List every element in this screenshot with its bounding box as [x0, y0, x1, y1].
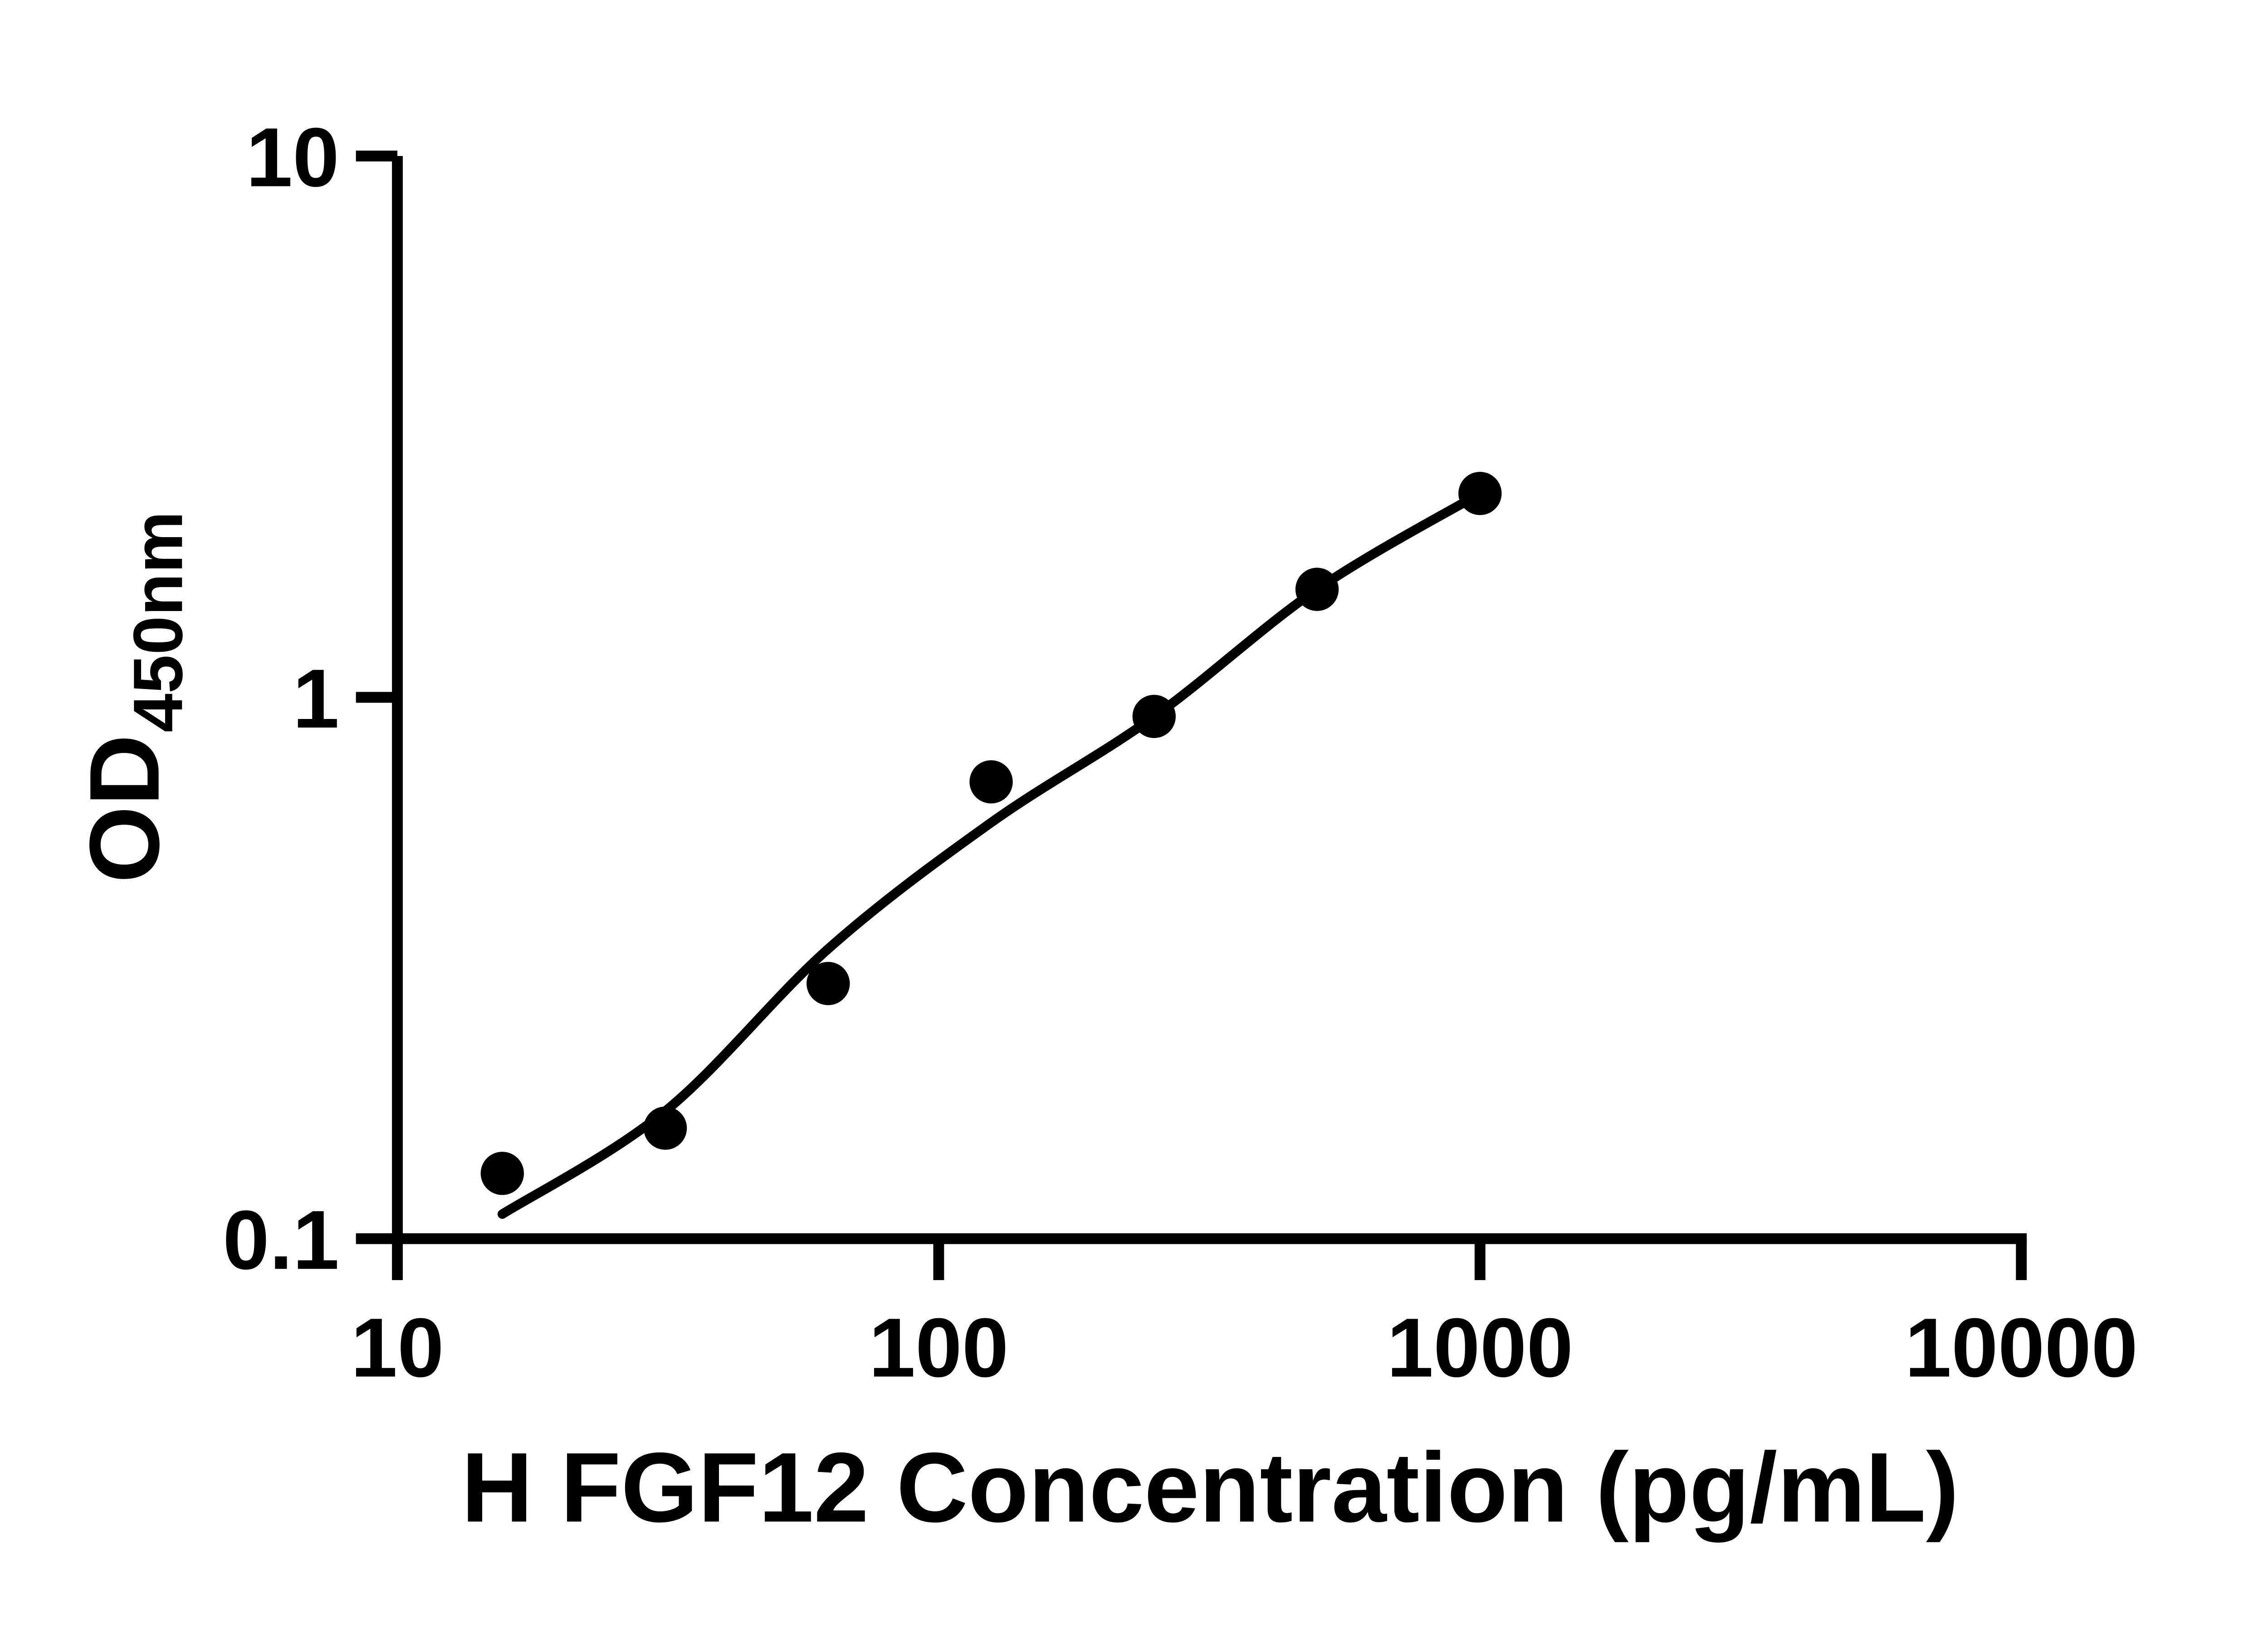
- data-points: [480, 472, 1502, 1195]
- data-point: [480, 1152, 524, 1195]
- x-axis-tick-labels: 10 100 1000 10000: [351, 1301, 2138, 1395]
- x-tick-label: 10: [351, 1301, 444, 1395]
- y-axis: 10 1 0.1: [223, 111, 403, 1287]
- x-tick-label: 100: [869, 1301, 1008, 1395]
- y-axis-tick-labels: 10 1 0.1: [223, 111, 339, 1287]
- y-axis-title-main: OD: [69, 734, 180, 883]
- y-tick-label: 0.1: [223, 1193, 339, 1287]
- data-point: [807, 962, 850, 1005]
- x-tick-label: 10000: [1905, 1301, 2138, 1395]
- data-point: [969, 760, 1013, 804]
- x-axis-ticks: [933, 1238, 2027, 1281]
- y-tick-label: 1: [293, 652, 339, 746]
- data-point: [643, 1106, 687, 1150]
- y-tick-label: 10: [246, 111, 339, 204]
- y-axis-title: OD 450nm: [69, 511, 197, 883]
- chart-background: [0, 5, 2268, 1628]
- data-point: [1458, 472, 1502, 515]
- y-axis-ticks: [356, 150, 398, 1244]
- data-point: [1295, 567, 1339, 611]
- x-tick-label: 1000: [1387, 1301, 1573, 1395]
- y-axis-title-subscript: 450nm: [119, 511, 197, 733]
- x-axis: 10 100 1000 10000: [351, 1233, 2138, 1395]
- data-point: [1132, 694, 1176, 738]
- x-axis-title: H FGF12 Concentration (pg/mL): [461, 1432, 1959, 1543]
